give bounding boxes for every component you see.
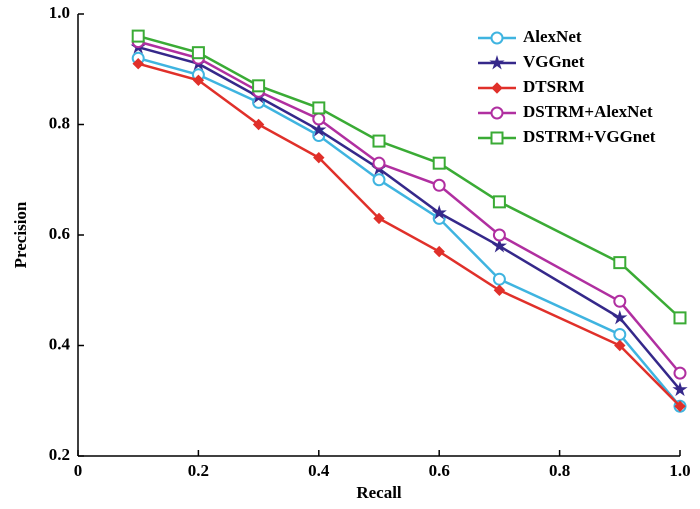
y-tick-label: 0.6 [49, 224, 70, 243]
x-tick-label: 0.2 [188, 461, 209, 480]
legend-marker [490, 31, 504, 45]
x-tick-label: 0 [74, 461, 83, 480]
data-point [612, 309, 628, 325]
data-point [191, 46, 205, 60]
y-tick-label: 1.0 [49, 3, 70, 22]
data-point [431, 204, 447, 220]
data-point [613, 327, 627, 341]
legend-marker [490, 106, 504, 120]
data-point [252, 79, 266, 93]
legend-label: DSTRM+AlexNet [523, 102, 653, 121]
data-point [192, 74, 205, 87]
data-point [492, 272, 506, 286]
x-tick-label: 0.8 [549, 461, 570, 480]
data-point [311, 122, 327, 137]
data-point [372, 156, 386, 170]
data-point [672, 381, 688, 397]
data-point [432, 178, 446, 192]
data-point [131, 29, 145, 43]
data-point [613, 294, 627, 308]
y-tick-label: 0.4 [49, 334, 71, 353]
y-tick-label: 0.8 [49, 113, 70, 132]
x-axis-label: Recall [356, 483, 402, 502]
data-point [673, 366, 687, 380]
data-point [492, 195, 506, 209]
data-point [614, 339, 626, 352]
data-point [674, 400, 686, 412]
x-tick-label: 0.6 [429, 461, 450, 480]
x-tick-label: 1.0 [669, 461, 690, 480]
data-point [433, 245, 445, 258]
legend-label: VGGnet [523, 52, 585, 71]
series-line [137, 34, 681, 319]
data-point [313, 151, 325, 164]
data-point [432, 156, 446, 170]
x-tick-label: 0.4 [308, 461, 330, 480]
data-point [493, 284, 506, 296]
data-point [252, 118, 265, 131]
y-tick-label: 0.2 [49, 445, 70, 464]
legend-marker [491, 82, 503, 94]
legend-label: DTSRM [523, 77, 584, 96]
y-axis-label: Precision [11, 201, 30, 268]
series-line [137, 45, 681, 391]
data-point [491, 238, 508, 253]
legend-label: AlexNet [523, 27, 582, 46]
data-point [673, 311, 687, 325]
data-point [372, 173, 386, 187]
legend-label: DSTRM+VGGnet [523, 127, 656, 146]
legend-marker [490, 131, 504, 145]
data-point [372, 134, 386, 148]
data-point [132, 58, 144, 70]
series-line [137, 40, 681, 374]
data-point [312, 101, 326, 115]
data-point [492, 228, 506, 242]
data-point [312, 112, 326, 126]
data-point [373, 212, 385, 225]
data-point [613, 256, 627, 270]
legend-marker [489, 55, 505, 70]
